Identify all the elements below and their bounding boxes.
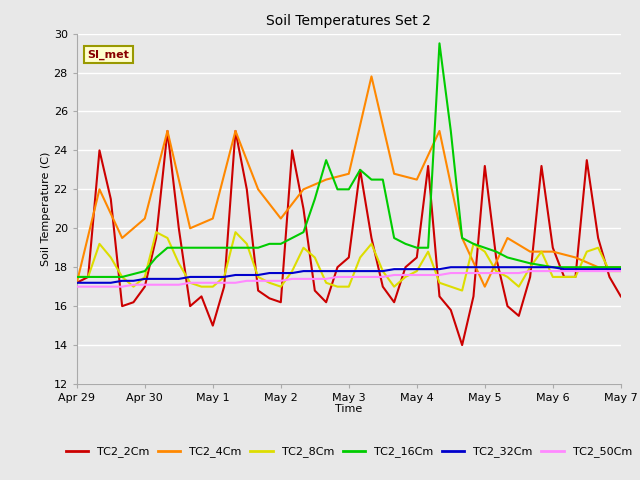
Y-axis label: Soil Temperature (C): Soil Temperature (C) — [41, 152, 51, 266]
X-axis label: Time: Time — [335, 405, 362, 414]
Title: Soil Temperatures Set 2: Soil Temperatures Set 2 — [266, 14, 431, 28]
Text: SI_met: SI_met — [88, 49, 129, 60]
Legend: TC2_2Cm, TC2_4Cm, TC2_8Cm, TC2_16Cm, TC2_32Cm, TC2_50Cm: TC2_2Cm, TC2_4Cm, TC2_8Cm, TC2_16Cm, TC2… — [61, 442, 636, 462]
